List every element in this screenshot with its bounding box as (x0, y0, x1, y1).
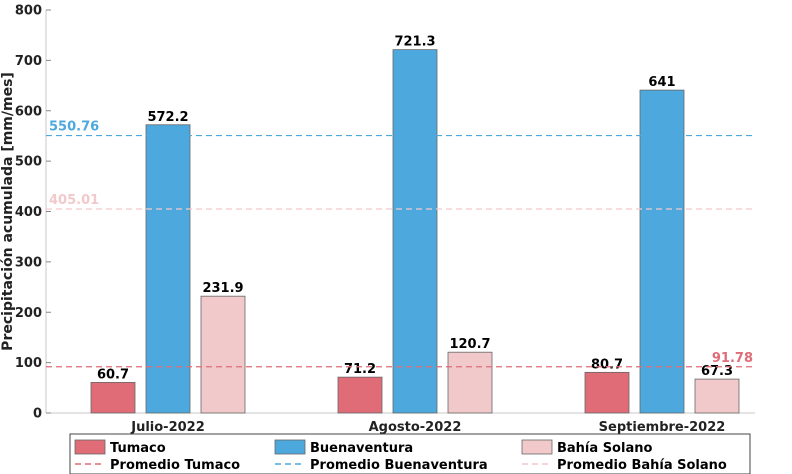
bar-value-label: 231.9 (202, 281, 243, 296)
bar-bahia-solano-septiembre-2022 (694, 378, 740, 414)
bar-bahia-solano-agosto-2022 (447, 351, 493, 414)
ref-line-label: 91.78 (712, 351, 753, 366)
ref-line-label: 550.76 (49, 120, 99, 135)
legend-label-promedio-tumaco: Promedio Tumaco (110, 458, 240, 473)
bar-value-label: 71.2 (344, 362, 376, 377)
y-tick-label: 300 (15, 255, 42, 270)
x-tick-label: Julio-2022 (130, 420, 205, 435)
bar-tumaco-julio-2022 (90, 382, 136, 414)
y-tick-label: 100 (15, 356, 42, 371)
y-tick-label: 600 (15, 104, 42, 119)
y-tick-label: 500 (15, 155, 42, 170)
legend-label-promedio-buenaventura: Promedio Buenaventura (310, 458, 488, 473)
legend-swatch-tumaco (74, 439, 106, 455)
x-tick-label: Septiembre-2022 (599, 420, 726, 435)
legend-label-tumaco: Tumaco (110, 441, 166, 456)
y-axis-title: Precipitación acumulada [mm/mes] (0, 72, 16, 351)
bar-buenaventura-septiembre-2022 (639, 89, 685, 414)
bar-buenaventura-julio-2022 (145, 124, 191, 414)
x-tick-label: Agosto-2022 (369, 420, 462, 435)
y-tick-label: 400 (15, 205, 42, 220)
legend-swatch-buenaventura (274, 439, 306, 455)
bar-tumaco-agosto-2022 (337, 376, 383, 414)
legend-label-buenaventura: Buenaventura (310, 441, 413, 456)
legend-swatch-bahia-solano (521, 439, 553, 455)
bar-value-label: 572.2 (147, 110, 188, 125)
legend-label-bahia-solano: Bahía Solano (557, 441, 652, 456)
y-tick-label: 700 (15, 54, 42, 69)
bar-value-label: 120.7 (449, 337, 490, 352)
bar-value-label: 67.3 (701, 364, 733, 379)
bar-buenaventura-agosto-2022 (392, 49, 438, 414)
bar-tumaco-septiembre-2022 (584, 371, 630, 414)
ref-line-label: 405.01 (49, 193, 99, 208)
y-tick-label: 800 (15, 4, 42, 19)
y-tick-label: 200 (15, 306, 42, 321)
bar-value-label: 721.3 (394, 35, 435, 50)
legend-box (69, 433, 751, 474)
y-tick-label: 0 (33, 407, 42, 422)
bar-bahia-solano-julio-2022 (200, 295, 246, 414)
bar-value-label: 641 (648, 75, 675, 90)
bar-value-label: 60.7 (97, 367, 129, 382)
bar-value-label: 80.7 (591, 357, 623, 372)
legend-label-promedio-bahia-solano: Promedio Bahía Solano (557, 458, 727, 473)
